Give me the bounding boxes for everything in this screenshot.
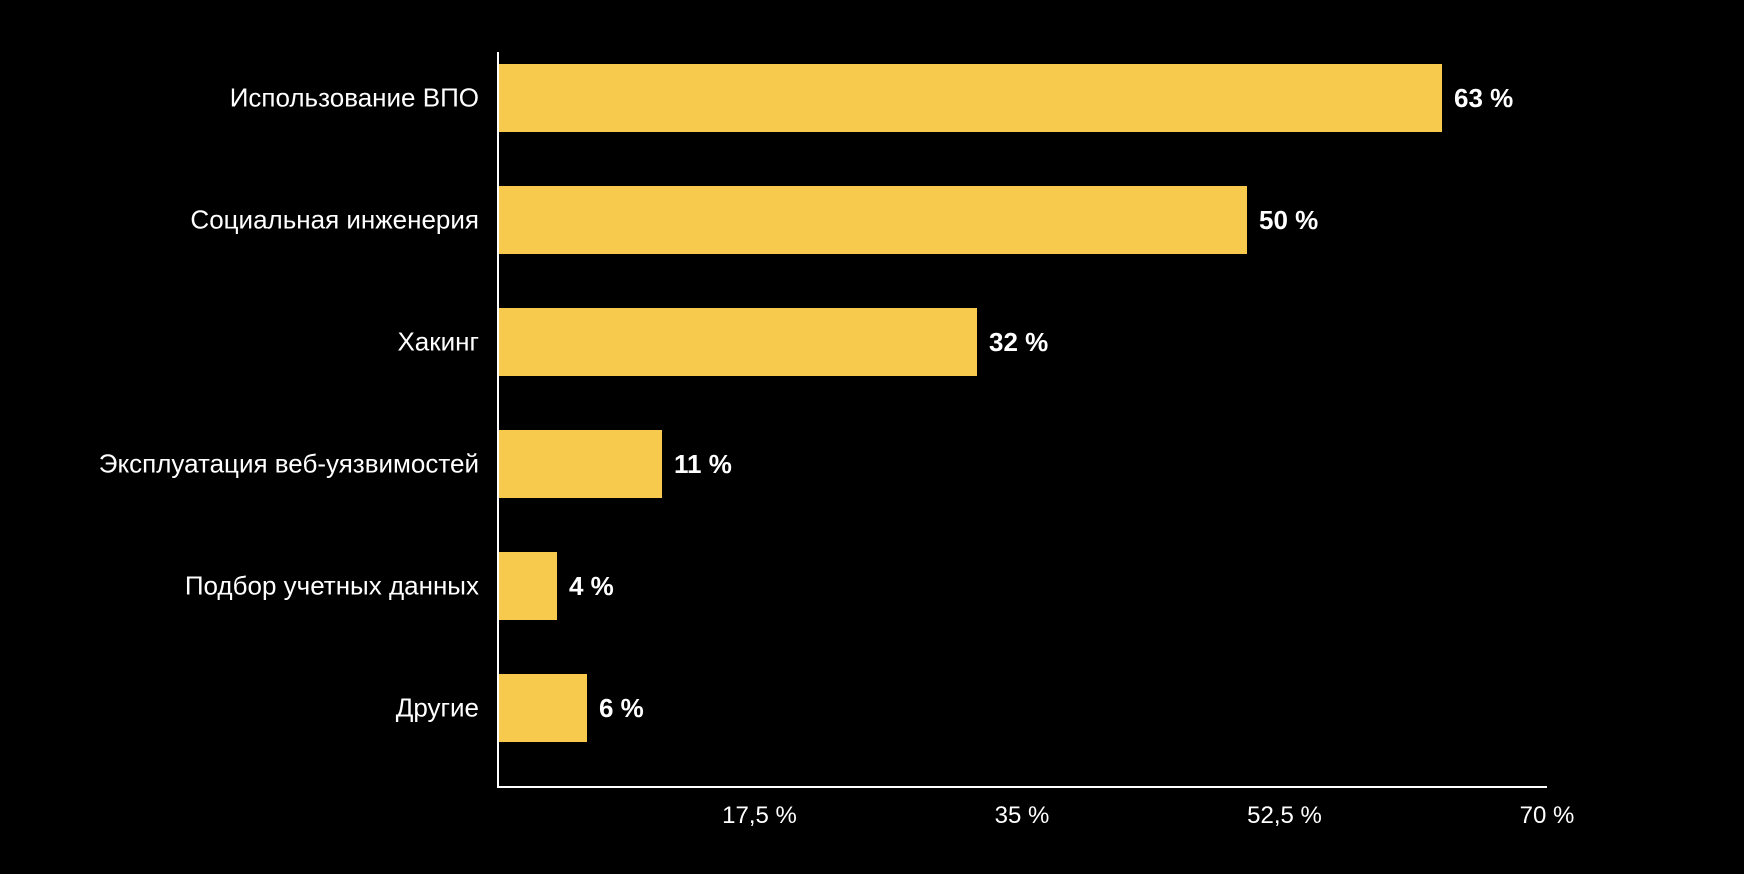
bar-value-label: 50 % bbox=[1259, 205, 1318, 236]
category-label: Эксплуатация веб-уязвимостей bbox=[99, 449, 497, 480]
x-axis-tick-label: 35 % bbox=[995, 788, 1050, 830]
bar bbox=[499, 184, 1249, 256]
bar bbox=[499, 306, 979, 378]
bar-row: 32 % bbox=[499, 306, 1048, 378]
attack-methods-bar-chart: 63 % Использование ВПО 50 % Социальная инже… bbox=[0, 0, 1744, 874]
category-label: Хакинг bbox=[397, 327, 497, 358]
bar-value-label: 4 % bbox=[569, 571, 614, 602]
bar-row: 11 % bbox=[499, 428, 732, 500]
x-axis-tick-label: 70 % bbox=[1520, 788, 1575, 830]
bar-row: 6 % bbox=[499, 672, 644, 744]
bar-value-label: 11 % bbox=[674, 449, 732, 480]
bar-value-label: 6 % bbox=[599, 693, 644, 724]
bar-row: 63 % bbox=[499, 62, 1513, 134]
category-label: Социальная инженерия bbox=[190, 205, 497, 236]
category-label: Подбор учетных данных bbox=[185, 571, 497, 602]
category-label: Использование ВПО bbox=[230, 83, 497, 114]
x-axis-tick-label: 52,5 % bbox=[1247, 788, 1322, 830]
bar-row: 50 % bbox=[499, 184, 1318, 256]
bar bbox=[499, 672, 589, 744]
bar-row: 4 % bbox=[499, 550, 614, 622]
bar bbox=[499, 428, 664, 500]
plot-area: 63 %Использование ВПО50 %Социальная инже… bbox=[497, 52, 1547, 788]
bar-value-label: 63 % bbox=[1454, 83, 1513, 114]
category-label: Другие bbox=[396, 693, 497, 724]
x-axis-tick-label: 17,5 % bbox=[722, 788, 797, 830]
bar bbox=[499, 62, 1444, 134]
bar bbox=[499, 550, 559, 622]
bar-value-label: 32 % bbox=[989, 327, 1048, 358]
